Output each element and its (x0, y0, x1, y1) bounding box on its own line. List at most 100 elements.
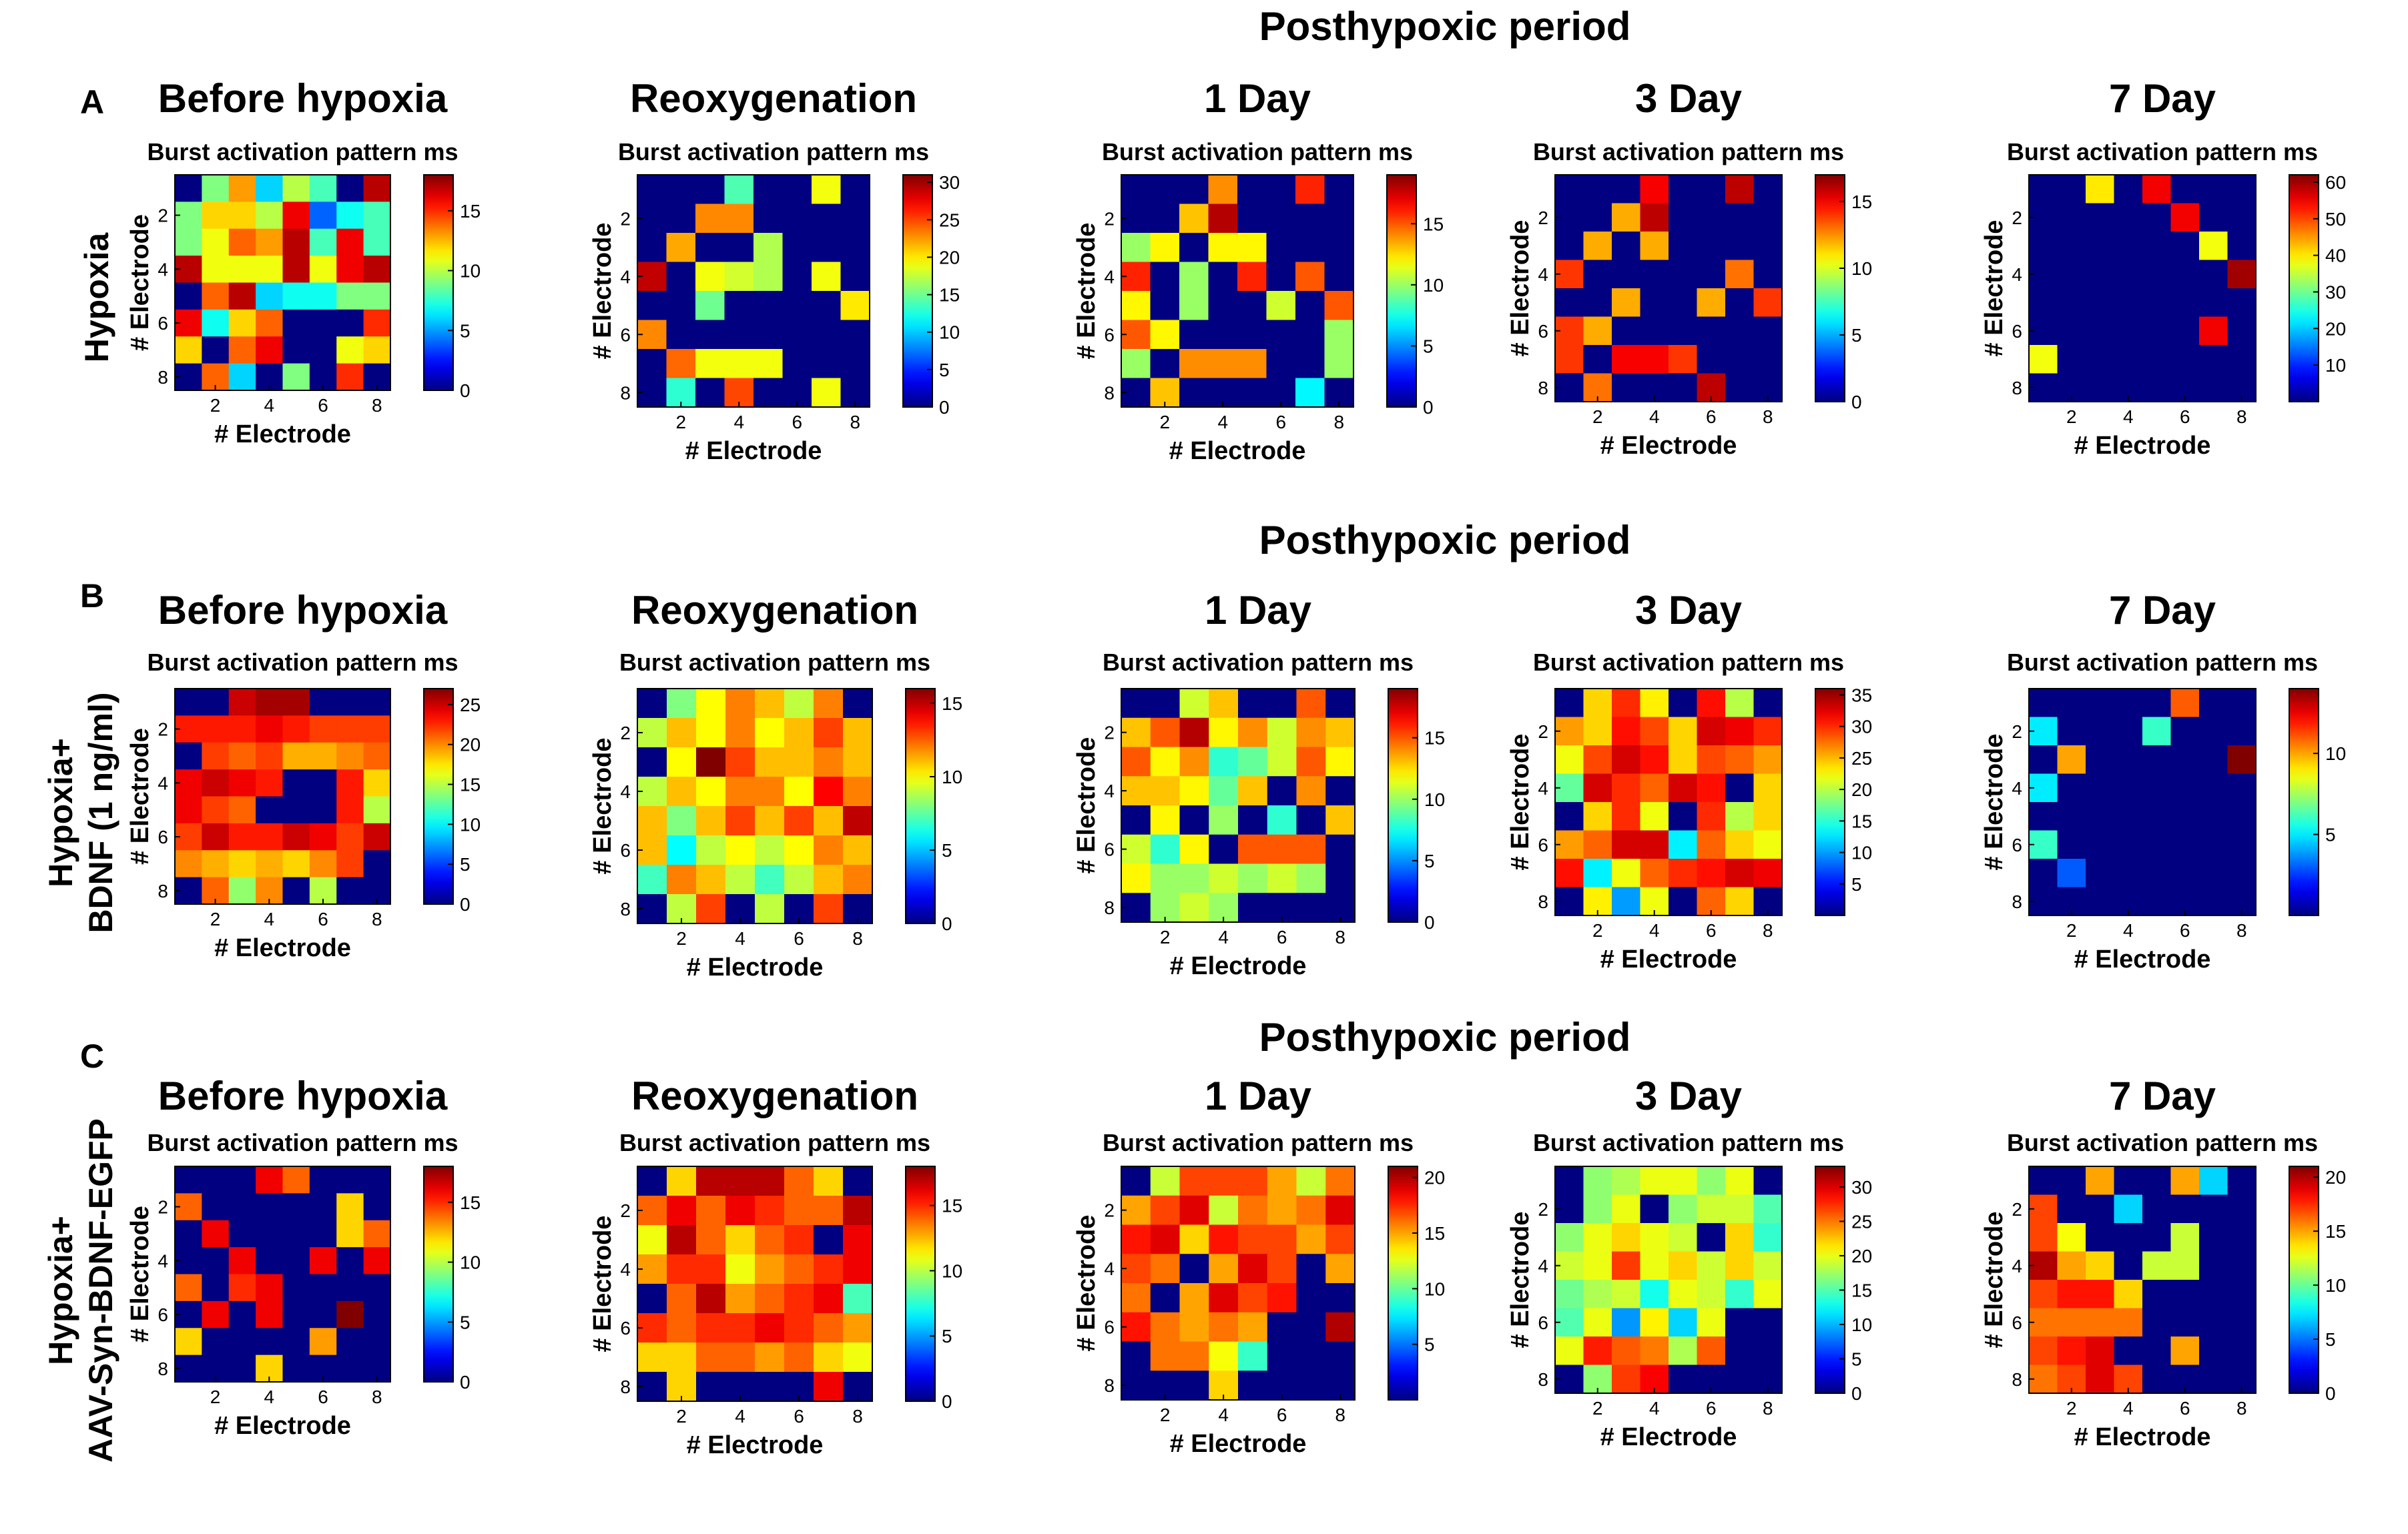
colorbar-tick-label: 10 (942, 1260, 962, 1281)
heatmap-cell (1296, 893, 1326, 923)
heatmap-cell (814, 777, 844, 807)
heatmap-cell (202, 742, 230, 770)
heatmap-cell (336, 796, 364, 824)
heatmap-cell (2086, 288, 2115, 318)
colorbar-tick-label: 15 (460, 201, 481, 222)
heatmap-cell (1150, 805, 1181, 835)
heatmap-cell (1612, 1280, 1641, 1309)
heatmap-cell (2227, 1308, 2256, 1337)
heatmap-cell (1725, 689, 1755, 718)
colorbar-tick-label: 10 (1851, 843, 1872, 863)
heatmap-cell (1753, 232, 1783, 261)
heatmap-cell (1725, 830, 1755, 859)
heatmap-cell (1753, 689, 1783, 718)
heatmap-cell (1725, 316, 1755, 346)
heatmap-cell (282, 715, 310, 743)
heatmap-cell (1179, 1341, 1209, 1371)
heatmap-cell (754, 320, 784, 350)
heatmap-cell (1238, 1224, 1268, 1254)
y-tick-label: 6 (1538, 321, 1548, 342)
colorbar (1815, 688, 1845, 916)
heatmap-panel: Reoxygenation Burst activation pattern ms… (589, 76, 960, 465)
heatmap-cell (336, 309, 364, 337)
colorbar-tick-label: 20 (2325, 1167, 2346, 1188)
heatmap-cell (2170, 260, 2200, 289)
heatmap-cell (1267, 747, 1297, 777)
heatmap-cell (2114, 232, 2143, 261)
panel-title: Reoxygenation (631, 588, 918, 633)
heatmap-cell (2114, 288, 2143, 318)
heatmap-cell (1238, 1283, 1268, 1313)
heatmap-cell (1296, 717, 1326, 748)
heatmap-cell (256, 256, 284, 284)
heatmap-cell (1121, 747, 1151, 777)
heatmap-cell (2170, 1308, 2200, 1337)
colorbar-tick-label: 15 (1424, 1223, 1445, 1244)
heatmap-cell (2227, 1223, 2256, 1252)
heatmap-cell (725, 835, 756, 865)
heatmap-cell (637, 689, 667, 719)
heatmap-cell (782, 320, 812, 350)
heatmap-cell (1209, 834, 1239, 865)
heatmap-cell (336, 363, 364, 391)
heatmap-cell (228, 282, 256, 310)
colorbar-tick-label: 15 (1423, 214, 1444, 234)
heatmap-cell (667, 1313, 697, 1343)
heatmap-cell (1612, 288, 1641, 318)
heatmap-cell (1612, 773, 1641, 803)
heatmap-cell (202, 309, 230, 337)
x-tick-label: 2 (676, 1406, 687, 1427)
heatmap-frame (637, 1166, 873, 1402)
heatmap-cell (1296, 834, 1326, 865)
heatmap-cell (1555, 859, 1584, 888)
heatmap-cell (2086, 232, 2115, 261)
x-axis-label: # Electrode (685, 437, 822, 465)
heatmap-cell (782, 175, 812, 205)
heatmap-cell (1640, 175, 1669, 204)
y-tick-label: 8 (1104, 382, 1115, 403)
y-tick-label: 8 (620, 382, 631, 403)
heatmap-cell (812, 233, 842, 263)
heatmap-cell (1669, 1251, 1698, 1280)
heatmap-cell (1753, 717, 1783, 746)
panel-subtitle: Burst activation pattern ms (1103, 649, 1414, 676)
heatmap-cell (784, 806, 814, 836)
panel-subtitle: Burst activation pattern ms (619, 649, 930, 676)
heatmap-cell (1612, 689, 1641, 718)
heatmap-cell (175, 850, 202, 878)
heatmap-cell (1179, 204, 1209, 234)
heatmap-cell (336, 1220, 364, 1248)
heatmap-cell (2170, 288, 2200, 318)
heatmap-cell (2057, 1194, 2086, 1224)
heatmap-cell (282, 1166, 310, 1194)
heatmap-cell (1267, 1254, 1297, 1284)
heatmap-cell (843, 689, 873, 719)
heatmap-cell (2142, 745, 2172, 775)
heatmap-cell (1583, 802, 1612, 831)
x-tick-label: 8 (372, 395, 382, 416)
heatmap-panel: Reoxygenation Burst activation pattern ms… (589, 588, 962, 982)
heatmap-cell (1612, 1365, 1641, 1394)
colorbar-tick-label: 40 (2325, 246, 2346, 266)
heatmap-cell (2029, 745, 2058, 775)
x-tick-label: 4 (1649, 1398, 1660, 1419)
heatmap-cell (1179, 1371, 1209, 1401)
heatmap-cell (696, 865, 726, 895)
heatmap-cell (843, 806, 873, 836)
heatmap-cell (175, 689, 202, 716)
heatmap-cell (725, 1225, 756, 1255)
heatmap-cell (1669, 373, 1698, 402)
heatmap-cell (309, 796, 337, 824)
panel-subtitle: Burst activation pattern ms (1533, 649, 1844, 676)
heatmap-cell (282, 1247, 310, 1275)
heatmap-cell (1237, 320, 1267, 350)
heatmap-cell (256, 1247, 284, 1275)
x-tick-label: 6 (1706, 406, 1717, 427)
heatmap-cell (1669, 232, 1698, 261)
x-axis-label: # Electrode (214, 934, 351, 962)
heatmap-cell (696, 1166, 726, 1196)
heatmap-cell (1725, 1223, 1755, 1252)
heatmap-cell (2086, 830, 2115, 859)
heatmap-cell (1583, 232, 1612, 261)
heatmap-cell (228, 742, 256, 770)
